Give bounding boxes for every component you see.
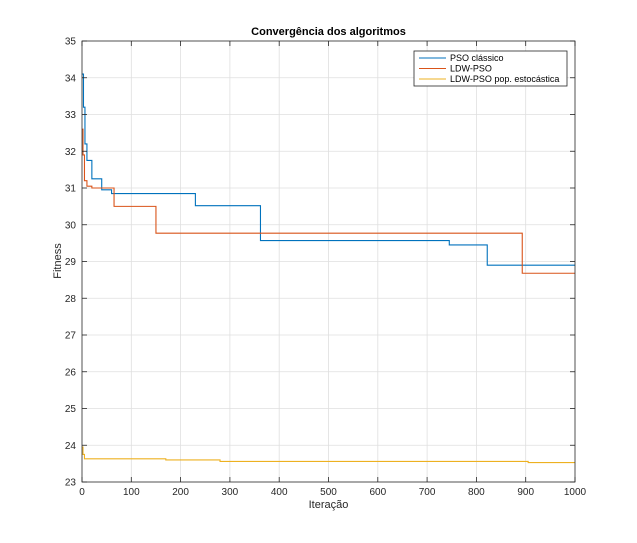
x-tick-labels: 0 100 200 300 400 500 600 700 800 900 1000 [79,487,586,498]
x-tick-label: 100 [123,487,140,498]
x-tick-label: 700 [419,487,436,498]
legend-label-1: PSO clássico [450,53,504,63]
y-tick-label: 30 [65,220,77,231]
x-tick-label: 500 [320,487,337,498]
x-tick-label: 200 [172,487,189,498]
x-tick-label: 300 [222,487,239,498]
x-axis-label: Iteração [309,499,349,511]
y-tick-label: 34 [65,73,77,84]
y-tick-label: 29 [65,257,77,268]
y-tick-label: 28 [65,294,77,305]
y-tick-labels: 23 24 25 26 27 28 29 30 31 32 33 34 35 [65,37,77,489]
y-tick-label: 31 [65,184,77,195]
series-line-3 [82,446,575,464]
y-tick-label: 32 [65,147,77,158]
y-tick-label: 24 [65,441,77,452]
x-tick-label: 800 [468,487,485,498]
y-tick-label: 25 [65,404,77,415]
y-axis-label: Fitness [52,243,64,279]
y-tick-label: 35 [65,37,77,48]
x-tick-label: 900 [517,487,534,498]
y-tick-label: 27 [65,331,77,342]
ticks [81,40,576,483]
legend-label-3: LDW-PSO pop. estocástica [450,74,559,84]
legend-label-2: LDW-PSO [450,64,492,74]
series-line-2 [82,128,575,274]
series-line-1 [82,73,575,266]
y-tick-label: 23 [65,478,77,489]
x-tick-label: 600 [369,487,386,498]
chart-title: Convergência dos algoritmos [251,26,406,38]
x-tick-label: 1000 [564,487,587,498]
x-tick-label: 0 [79,487,85,498]
y-tick-label: 33 [65,110,77,121]
x-tick-label: 400 [271,487,288,498]
y-tick-label: 26 [65,367,77,378]
series-lines [82,73,575,464]
